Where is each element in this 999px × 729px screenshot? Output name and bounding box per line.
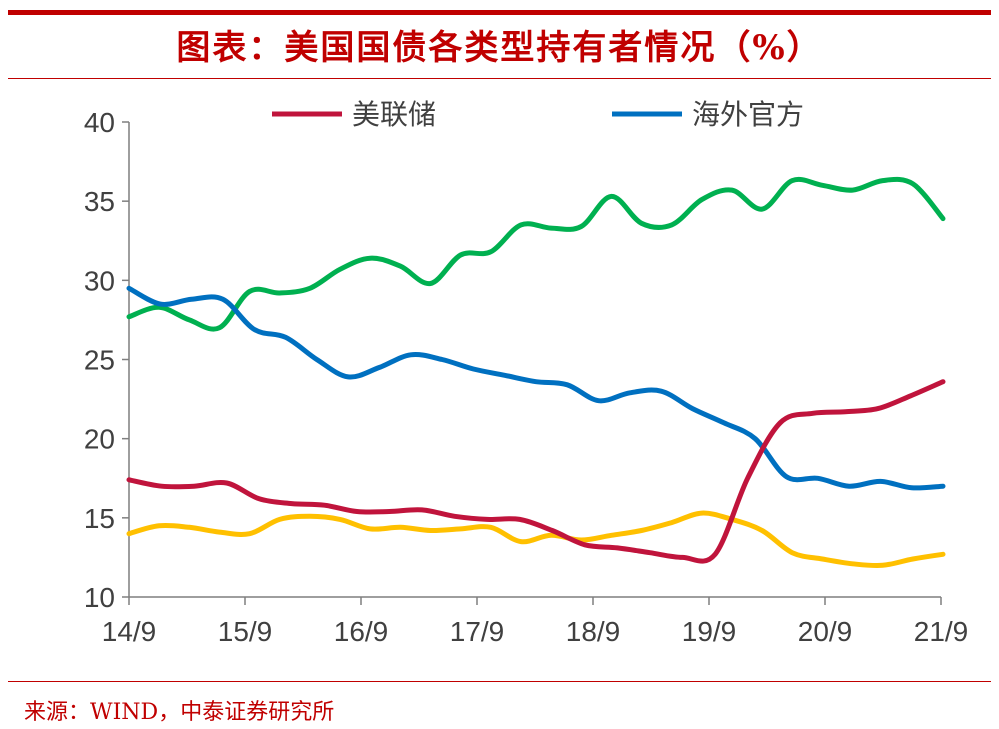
foreign-official-series-line (126, 285, 946, 491)
source-note: 来源：WIND，中泰证券研究所 (24, 700, 335, 725)
source-divider (8, 681, 991, 682)
y-tick-label: 25 (84, 345, 115, 376)
x-tick-label: 21/9 (914, 616, 969, 647)
yellow-series-line (126, 510, 946, 569)
x-tick-label: 18/9 (566, 616, 621, 647)
green-series-line (126, 176, 946, 332)
y-tick-label: 20 (84, 424, 115, 455)
legend-item-fed-label: 美联储 (352, 98, 436, 131)
y-tick-label: 10 (84, 582, 115, 613)
x-tick-label: 20/9 (798, 616, 853, 647)
y-tick-label: 35 (84, 186, 115, 217)
x-tick-label: 19/9 (682, 616, 737, 647)
chart-title: 图表：美国国债各类型持有者情况（%） (176, 28, 823, 68)
top-rule (8, 10, 991, 15)
legend-item-foreign-official-label: 海外官方 (692, 98, 804, 131)
y-tick-label: 40 (84, 107, 115, 138)
y-tick-label: 15 (84, 503, 115, 534)
x-tick-label: 14/9 (102, 616, 157, 647)
x-tick-label: 17/9 (450, 616, 505, 647)
fed-series-line (126, 379, 946, 564)
y-tick-label: 30 (84, 265, 115, 296)
title-divider (8, 78, 991, 79)
x-tick-label: 15/9 (218, 616, 273, 647)
x-tick-label: 16/9 (334, 616, 389, 647)
